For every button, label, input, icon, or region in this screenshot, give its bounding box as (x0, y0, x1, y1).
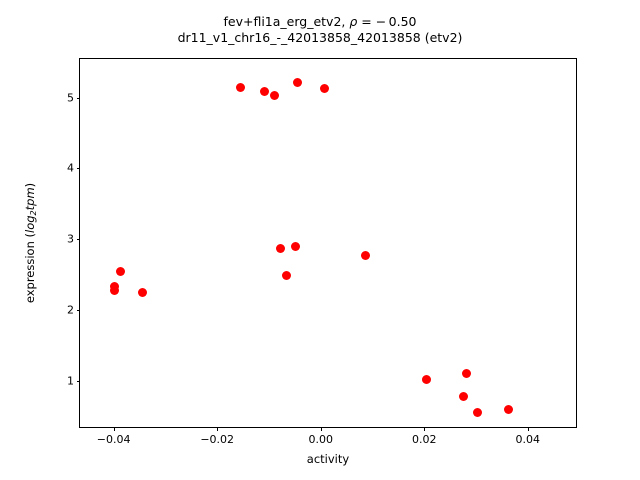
x-axis-tick-label: −0.02 (200, 433, 235, 446)
scatter-point (473, 407, 483, 417)
scatter-point (110, 286, 120, 296)
scatter-plot-area (80, 59, 576, 427)
y-axis-tick (76, 168, 80, 170)
y-axis-label-unit: tpm (23, 187, 37, 211)
y-axis-label-prefix: expression ( (23, 232, 37, 304)
y-axis-tick-label: 5 (67, 91, 74, 105)
y-axis-label-subscript: 2 (29, 210, 38, 216)
x-axis-tick-label: 0.00 (308, 433, 333, 446)
y-axis-tick-label: 3 (67, 232, 74, 246)
y-axis-tick (76, 97, 80, 99)
chart-title-line-2: dr11_v1_chr16_-_42013858_42013858 (etv2) (177, 30, 463, 45)
chart-title-line-1: fev+fli1a_erg_etv2, ρ = − 0.50 (0, 14, 640, 30)
chart-title-prefix: fev+fli1a_erg_etv2, (223, 14, 350, 29)
scatter-point (259, 87, 269, 97)
x-axis-label: activity (306, 452, 350, 466)
rho-value: = − 0.50 (357, 14, 417, 29)
plot-axes-frame: −0.04 −0.02 0.00 0.02 0.04 1 2 3 4 5 (67, 58, 577, 446)
y-axis-tick-label: 2 (67, 303, 74, 317)
scatter-point (276, 243, 286, 253)
y-axis-tick-label: 4 (67, 161, 74, 175)
x-axis-tick (113, 427, 115, 431)
chart-title: fev+fli1a_erg_etv2, ρ = − 0.50 dr11_v1_c… (0, 14, 640, 46)
scatter-point (292, 78, 302, 88)
scatter-point (269, 90, 279, 100)
scatter-point (281, 271, 291, 281)
scatter-point (504, 405, 514, 415)
x-axis-tick (217, 427, 219, 431)
scatter-point (137, 288, 147, 298)
scatter-point (459, 391, 469, 401)
x-axis-tick (527, 427, 529, 431)
scatter-point (291, 242, 301, 252)
x-axis-tick (320, 427, 322, 431)
y-axis-label-suffix: ) (23, 182, 37, 188)
scatter-point (462, 368, 472, 378)
y-axis-label-container: expression (log2tpm) (22, 58, 38, 428)
scatter-point (235, 83, 245, 93)
x-axis-tick-label: 0.02 (412, 433, 437, 446)
y-axis-tick-label: 1 (67, 374, 74, 388)
scatter-point (422, 374, 432, 384)
rho-symbol: ρ (349, 14, 358, 29)
scatter-point (116, 267, 126, 277)
y-axis-tick (76, 309, 80, 311)
y-axis-tick (76, 380, 80, 382)
y-axis-label-log: log (23, 215, 37, 233)
x-axis-tick-label: 0.04 (515, 433, 541, 446)
y-axis-label: expression (log2tpm) (23, 182, 38, 304)
y-axis-tick (76, 239, 80, 241)
x-axis-tick-label: −0.04 (96, 433, 131, 446)
scatter-point (319, 83, 329, 93)
scatter-point (361, 250, 371, 260)
x-axis-tick (424, 427, 426, 431)
